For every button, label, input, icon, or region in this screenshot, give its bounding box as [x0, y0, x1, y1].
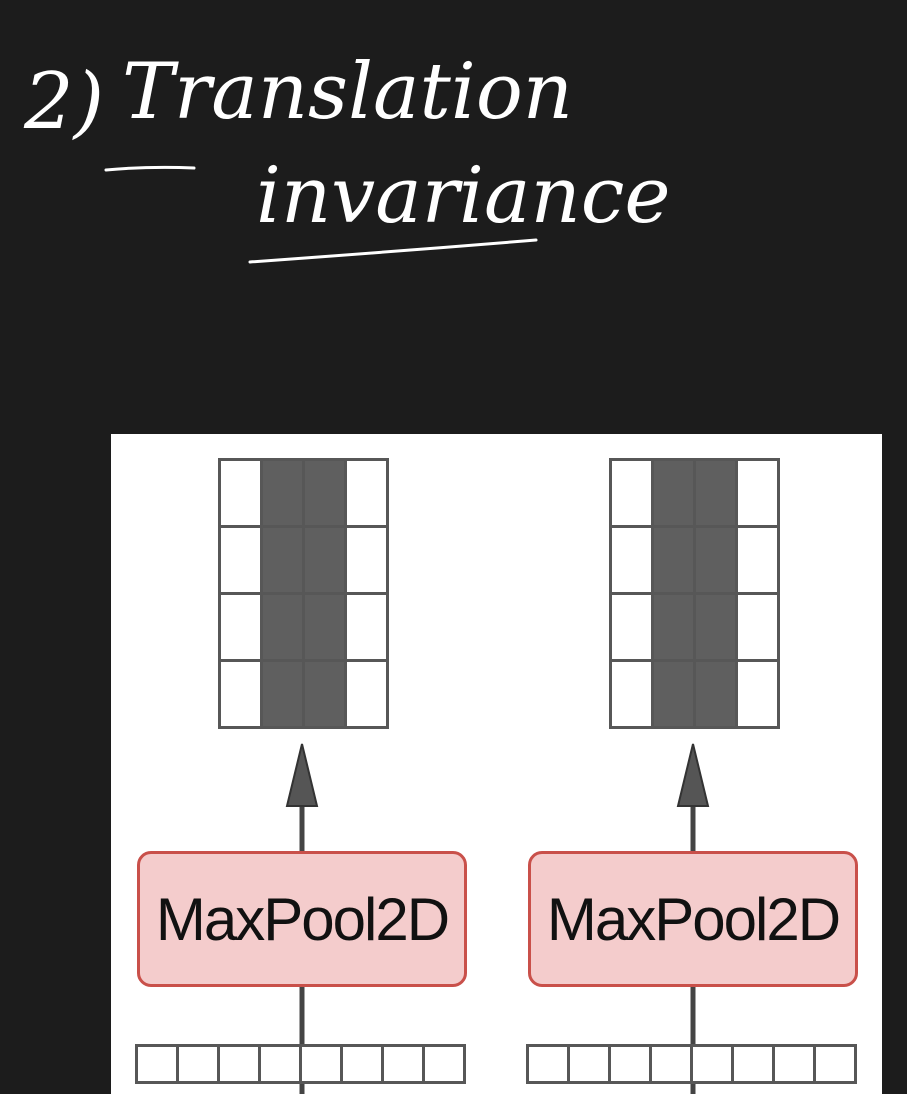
grid-cell: [735, 592, 780, 662]
input-grid-cell: [217, 1044, 261, 1084]
input-grid-cell: [340, 1044, 384, 1084]
input-grid-cell: [135, 1044, 179, 1084]
input-grid-cell: [690, 1044, 734, 1084]
maxpool-block-right: MaxPool2D: [528, 851, 858, 987]
arrow-head-left: [285, 743, 319, 807]
connector-lines: [285, 743, 710, 1094]
input-grid-cell: [176, 1044, 220, 1084]
grid-cell: [344, 659, 389, 729]
note-number: 2): [23, 57, 104, 147]
grid-cell: [735, 458, 780, 528]
grid-cell: [735, 659, 780, 729]
note-title-line2: invariance: [256, 151, 671, 241]
grid-cell: [260, 458, 305, 528]
arrow-head-right: [676, 743, 710, 807]
input-grid-cell: [299, 1044, 343, 1084]
diagram-panel: MaxPool2D MaxPool2D: [111, 434, 882, 1094]
note-title-line1: Translation: [122, 47, 573, 137]
input-grid-cell: [731, 1044, 775, 1084]
grid-cell: [344, 525, 389, 595]
grid-cell: [693, 659, 738, 729]
underline-short: [104, 165, 196, 172]
grid-cell: [344, 458, 389, 528]
maxpool-block-left: MaxPool2D: [137, 851, 467, 987]
output-grid-right: [609, 458, 780, 729]
input-grid-cell: [813, 1044, 857, 1084]
output-grid-left: [218, 458, 389, 729]
input-grid-cell: [422, 1044, 466, 1084]
grid-cell: [344, 592, 389, 662]
input-grid-cell: [258, 1044, 302, 1084]
underline-long: [248, 238, 538, 264]
grid-cell: [218, 458, 263, 528]
input-grid-cell: [608, 1044, 652, 1084]
input-grid-cell: [567, 1044, 611, 1084]
handwritten-notes: 2) Translation invariance: [23, 47, 671, 264]
input-grid-cell: [526, 1044, 570, 1084]
input-grid-cell: [649, 1044, 693, 1084]
maxpool-label-right: MaxPool2D: [546, 885, 841, 953]
maxpool-label-left: MaxPool2D: [155, 885, 450, 953]
input-grid-cell: [772, 1044, 816, 1084]
input-grid-cell: [381, 1044, 425, 1084]
